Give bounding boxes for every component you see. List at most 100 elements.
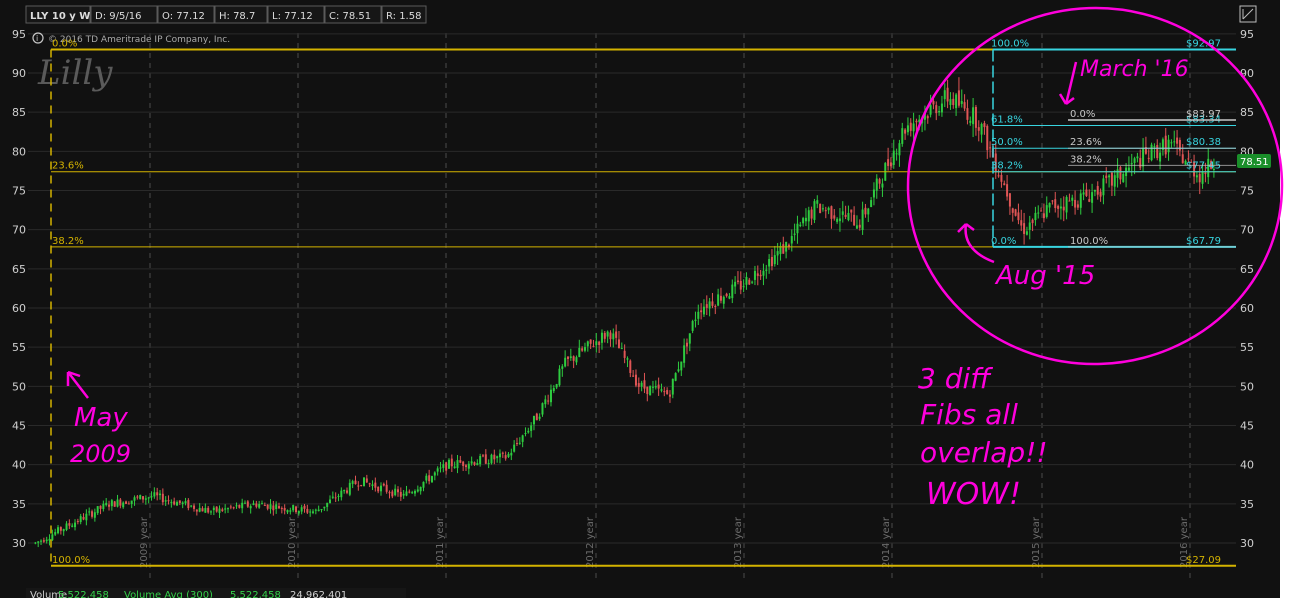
candle-body	[354, 480, 357, 485]
candle-body	[45, 539, 48, 542]
y-tick-label-left: 60	[12, 302, 26, 315]
symbol-label[interactable]: LLY 10 y W	[30, 11, 90, 22]
candle-body	[1170, 142, 1173, 144]
candle-body	[510, 452, 513, 456]
candle-body	[1085, 189, 1088, 196]
candle-body	[1153, 146, 1156, 148]
candle-body	[368, 483, 371, 485]
candle-body	[685, 342, 688, 347]
candle-body	[974, 106, 977, 128]
candle-body	[275, 504, 278, 510]
candle-body	[1003, 183, 1006, 186]
info-icon[interactable]	[32, 32, 44, 44]
candle-body	[1011, 208, 1014, 213]
candle-body	[1136, 156, 1139, 159]
date-label: D: 9/5/16	[95, 11, 141, 22]
candle-body	[252, 503, 255, 505]
candle-body	[1071, 197, 1074, 201]
close-label: C: 78.51	[329, 11, 371, 22]
candle-body	[598, 341, 601, 345]
fib-cyan-label: 50.0%	[991, 137, 1023, 148]
candle-body	[1204, 172, 1207, 174]
candle-body	[1144, 147, 1147, 154]
candle-body	[161, 493, 164, 503]
candle-body	[515, 443, 518, 445]
candle-body	[759, 274, 762, 277]
candle-body	[255, 503, 258, 507]
candle-body	[620, 348, 623, 350]
expand-icon[interactable]	[1239, 5, 1257, 23]
candle-body	[40, 540, 43, 542]
candle-body	[351, 481, 354, 484]
candle-body	[623, 350, 626, 358]
candle-body	[71, 525, 74, 527]
fib-cyan-value: $77.45	[1186, 161, 1221, 172]
candle-body	[694, 319, 697, 321]
y-tick-label-right: 65	[1240, 263, 1254, 276]
candle-body	[1045, 205, 1048, 217]
candle-body	[467, 463, 470, 469]
candle-body	[105, 502, 108, 506]
hand-annotations: May 2009 March '16 Aug '15 3 diff Fibs a…	[66, 6, 1284, 512]
candle-body	[700, 310, 703, 313]
candle-body	[935, 105, 938, 114]
right-scrollbar[interactable]	[1280, 0, 1293, 598]
candle-body	[513, 444, 516, 452]
candle-body	[317, 509, 320, 512]
candle-body	[626, 358, 629, 360]
candle-body	[91, 511, 94, 517]
candle-body	[433, 472, 436, 476]
candle-body	[362, 477, 365, 487]
candle-body	[702, 306, 705, 315]
year-label: 2012 year	[585, 516, 596, 568]
candle-body	[1034, 212, 1037, 221]
candle-body	[289, 510, 292, 512]
candle-body	[855, 225, 858, 229]
candle-body	[572, 356, 575, 361]
candle-body	[912, 123, 915, 132]
candle-body	[326, 502, 329, 507]
candle-body	[751, 281, 754, 283]
candle-body	[977, 127, 980, 131]
candle-body	[411, 492, 414, 494]
candle-body	[283, 507, 286, 511]
candle-body	[1082, 192, 1085, 195]
candle-body	[150, 496, 153, 498]
candle-body	[898, 143, 901, 156]
candle-body	[309, 511, 312, 513]
candle-body	[57, 527, 60, 534]
candle-body	[731, 284, 734, 299]
candle-body	[108, 504, 111, 507]
candle-body	[589, 339, 592, 344]
candle-body	[1057, 205, 1060, 209]
lilly-logo: Lilly	[37, 53, 113, 93]
candle-body	[651, 386, 654, 388]
candle-body	[889, 162, 892, 167]
volume-label: Volume	[30, 590, 67, 598]
candle-body	[524, 433, 527, 435]
y-tick-label-right: 40	[1240, 459, 1254, 472]
candle-body	[813, 201, 816, 220]
candle-body	[37, 541, 40, 543]
candle-body	[609, 332, 612, 340]
candle-body	[110, 500, 113, 507]
candle-body	[507, 453, 510, 457]
candle-body	[776, 251, 779, 256]
candle-body	[949, 99, 952, 105]
candle-body	[932, 100, 935, 105]
candle-body	[1023, 223, 1026, 234]
candle-body	[1173, 141, 1176, 143]
candle-body	[212, 507, 215, 511]
candle-body	[666, 390, 669, 395]
candle-body	[88, 511, 91, 513]
candle-body	[816, 200, 819, 204]
candle-body	[657, 384, 660, 389]
candle-body	[82, 517, 85, 520]
candle-body	[439, 467, 442, 469]
candle-body	[263, 505, 266, 507]
candle-body	[119, 499, 122, 506]
candle-body	[697, 311, 700, 319]
candle-body	[850, 209, 853, 213]
candle-body	[504, 455, 507, 459]
